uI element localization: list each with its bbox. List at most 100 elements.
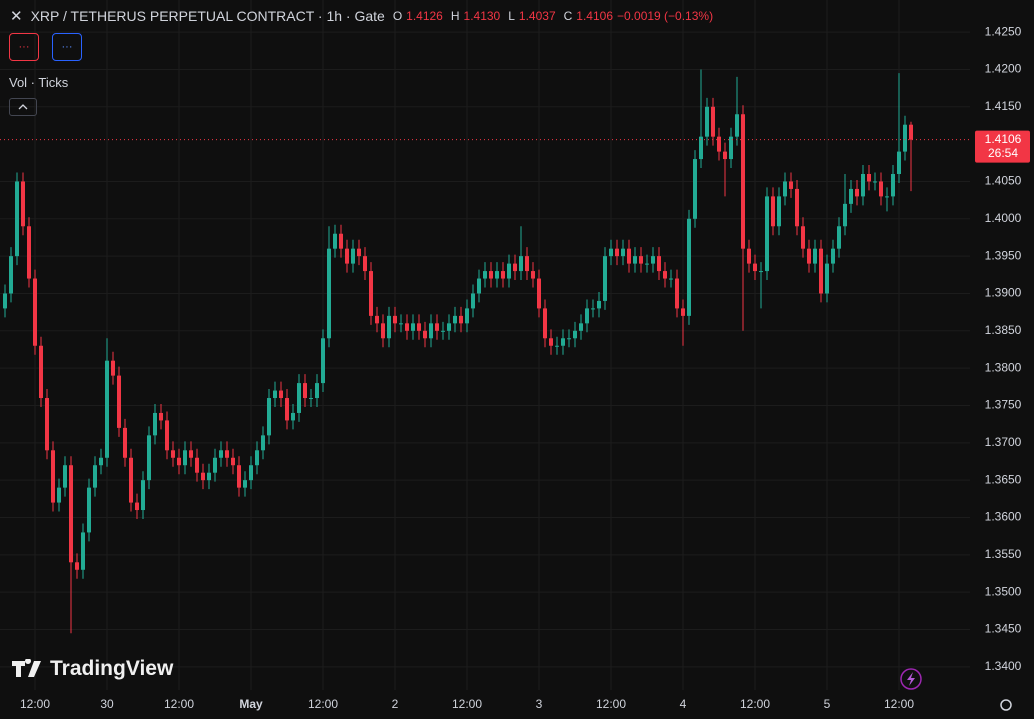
candle-body: [615, 248, 619, 257]
candle-body: [783, 181, 787, 197]
symbol-title[interactable]: XRP / TETHERUS PERPETUAL CONTRACT · 1h ·…: [30, 8, 385, 24]
alert-icon: [900, 668, 922, 690]
candle-body: [429, 323, 433, 339]
candle-body: [717, 136, 721, 152]
candle-body: [867, 173, 871, 182]
candle-body: [543, 308, 547, 339]
candle-body: [357, 248, 361, 257]
candle-body: [123, 427, 127, 458]
candle-body: [891, 173, 895, 197]
close-icon[interactable]: ✕: [10, 8, 23, 25]
candle-body: [393, 315, 397, 324]
candle-body: [381, 323, 385, 339]
candle-body: [777, 196, 781, 227]
candle-body: [189, 450, 193, 458]
candle-body: [3, 293, 7, 309]
candle-body: [135, 502, 139, 511]
candle-body: [597, 300, 601, 309]
x-tick-label: 3: [536, 697, 543, 711]
x-tick-label: 12:00: [596, 697, 626, 711]
candle-body: [507, 263, 511, 279]
candle-body: [351, 248, 355, 264]
candle-body: [519, 256, 523, 272]
candle-body: [147, 435, 151, 481]
candle-body: [93, 465, 97, 488]
sell-button[interactable]: ···: [9, 33, 39, 61]
candle-body: [489, 271, 493, 279]
change: −0.0019 (−0.13%): [617, 9, 714, 23]
candle-body: [759, 271, 763, 273]
candle-body: [165, 420, 169, 451]
candle-body: [789, 181, 793, 189]
ohlc-value: 1.4130: [463, 9, 501, 23]
x-tick-label: May: [239, 697, 263, 711]
candle-body: [225, 450, 229, 458]
candle-body: [423, 330, 427, 339]
candle-body: [87, 487, 91, 533]
candle-body: [411, 323, 415, 331]
candle-body: [315, 383, 319, 399]
candle-body: [15, 181, 19, 257]
x-tick-label: 2: [392, 697, 399, 711]
y-tick-label: 1.3600: [985, 510, 1022, 524]
candle-body: [765, 196, 769, 272]
candle-body: [81, 532, 85, 570]
x-tick-label: 12:00: [164, 697, 194, 711]
buy-button[interactable]: ···: [52, 33, 82, 61]
ohlc-name: H: [450, 9, 460, 23]
y-tick-label: 1.4200: [985, 62, 1022, 76]
candle-body: [591, 308, 595, 310]
candle-body: [219, 450, 223, 458]
candle-body: [711, 106, 715, 137]
candle-body: [861, 173, 865, 197]
candle-body: [63, 465, 67, 488]
candle-body: [291, 412, 295, 421]
candle-body: [483, 271, 487, 279]
y-tick-label: 1.3450: [985, 622, 1022, 636]
candle-body: [201, 472, 205, 481]
candle-body: [579, 323, 583, 331]
x-tick-label: 4: [680, 697, 687, 711]
candle-body: [399, 323, 403, 325]
candle-body: [267, 398, 271, 436]
candle-body: [75, 562, 79, 570]
candle-body: [441, 330, 445, 332]
candle-body: [747, 248, 751, 264]
candle-body: [129, 457, 133, 503]
x-tick-label: 12:00: [740, 697, 770, 711]
candle-body: [753, 263, 757, 272]
settings-icon: [1000, 699, 1012, 711]
candle-body: [39, 345, 43, 399]
candle-body: [435, 323, 439, 331]
countdown: 26:54: [988, 146, 1018, 160]
candle-body: [723, 151, 727, 160]
candle-body: [153, 412, 157, 436]
chevron: [18, 104, 28, 110]
indicator-label[interactable]: Vol · Ticks: [9, 75, 69, 90]
y-tick-label: 1.4050: [985, 174, 1022, 188]
candle-body: [837, 226, 841, 249]
candle-body: [405, 323, 409, 331]
ohlc-name: L: [508, 9, 515, 23]
y-tick-label: 1.3800: [985, 360, 1022, 374]
candle-body: [45, 398, 49, 451]
x-tick-label: 5: [824, 697, 831, 711]
candle-body: [69, 465, 73, 563]
candle-body: [51, 450, 55, 503]
candle-body: [645, 263, 649, 265]
candle-body: [651, 256, 655, 264]
candle-body: [603, 256, 607, 301]
candle-body: [213, 457, 217, 473]
candle-body: [663, 271, 667, 279]
candle-body: [99, 457, 103, 466]
ohlc-name: C: [563, 9, 573, 23]
candle-body: [681, 308, 685, 316]
candle-body: [501, 271, 505, 279]
candle-body: [819, 248, 823, 294]
candle-body: [897, 151, 901, 174]
candle-body: [105, 360, 109, 458]
candle-body: [183, 450, 187, 466]
collapse-button[interactable]: [9, 98, 37, 116]
candle-body: [231, 457, 235, 466]
